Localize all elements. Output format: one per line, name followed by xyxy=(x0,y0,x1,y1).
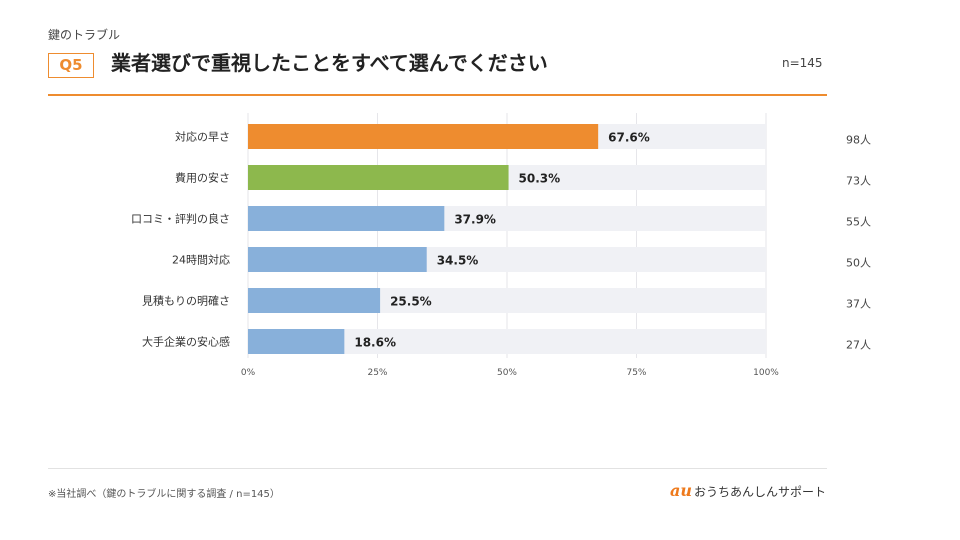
value-label: 34.5% xyxy=(437,254,479,268)
survey-category: 鍵のトラブル xyxy=(48,28,121,42)
x-tick-label: 75% xyxy=(626,368,646,378)
count-label: 50人 xyxy=(846,257,871,270)
value-label: 50.3% xyxy=(519,172,561,186)
x-tick-label: 50% xyxy=(497,368,517,378)
title-divider xyxy=(48,94,827,96)
category-label: 24時間対応 xyxy=(172,253,230,267)
count-label: 55人 xyxy=(846,216,871,229)
bar xyxy=(248,247,427,272)
value-label: 18.6% xyxy=(354,336,396,350)
footnote: ※当社調べ（鍵のトラブルに関する調査 / n=145） xyxy=(48,489,280,500)
footer-divider xyxy=(48,468,827,469)
category-label: 費用の安さ xyxy=(175,171,230,185)
brand-logo: au おうちあんしんサポート xyxy=(670,481,826,500)
category-label: 見積もりの明確さ xyxy=(142,294,230,308)
value-label: 25.5% xyxy=(390,295,432,309)
bar xyxy=(248,165,509,190)
brand-name: おうちあんしんサポート xyxy=(694,485,827,499)
bar xyxy=(248,206,445,231)
bar xyxy=(248,288,381,313)
value-label: 67.6% xyxy=(608,131,650,145)
x-tick-label: 0% xyxy=(241,368,256,378)
value-label: 37.9% xyxy=(454,213,496,227)
count-label: 27人 xyxy=(846,339,871,352)
count-label: 37人 xyxy=(846,298,871,311)
brand-mark: au xyxy=(670,481,692,500)
count-label: 73人 xyxy=(846,175,871,188)
category-label: 口コミ・評判の良さ xyxy=(131,212,230,226)
question-badge: Q5 xyxy=(48,53,94,78)
x-tick-label: 25% xyxy=(367,368,387,378)
category-label: 大手企業の安心感 xyxy=(142,335,230,349)
sample-size: n=145 xyxy=(782,56,823,70)
category-label: 対応の早さ xyxy=(175,130,230,144)
bar xyxy=(248,329,345,354)
bar xyxy=(248,124,599,149)
chart-title: 業者選びで重視したことをすべて選んでください xyxy=(111,51,548,75)
count-label: 98人 xyxy=(846,134,871,147)
x-tick-label: 100% xyxy=(753,368,779,378)
